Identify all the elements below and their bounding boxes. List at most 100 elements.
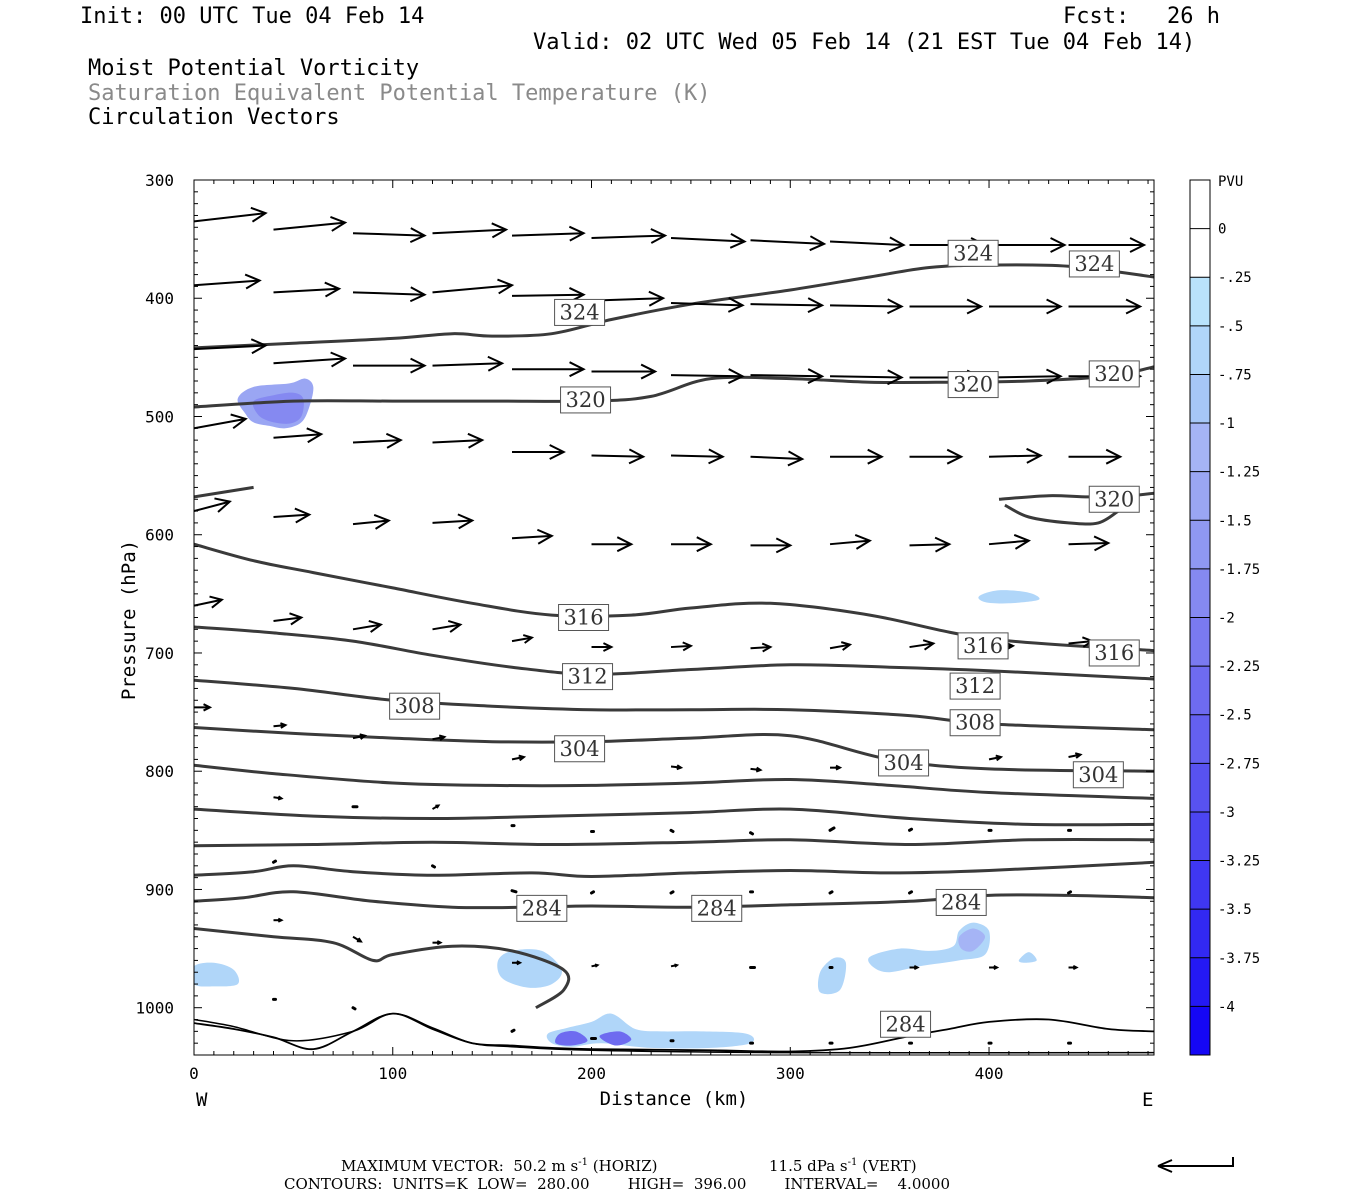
colorbar-swatch-0 <box>1190 180 1210 229</box>
contour-label-text: 308 <box>395 694 435 718</box>
contour-label-text: 308 <box>955 711 995 735</box>
colorbar-swatch-6 <box>1190 471 1210 521</box>
contour-label-text: 324 <box>560 300 600 324</box>
vector-5-9 <box>909 639 936 651</box>
terrain-line <box>194 1012 1154 1054</box>
colorbar-label-10: -2.5 <box>1218 708 1252 724</box>
contour-label-text: 316 <box>963 634 1003 658</box>
x-tick-300: 300 <box>776 1064 805 1083</box>
contour-label-text: 284 <box>886 1012 926 1036</box>
vector-6-3 <box>432 734 447 742</box>
vector-10-2 <box>510 1028 516 1033</box>
contour-label-284-2-2: 284 <box>935 888 987 916</box>
vector-0-3 <box>432 222 509 239</box>
y-tick-300: 300 <box>145 171 174 190</box>
contour-label-284-0-0: 284 <box>880 1010 932 1038</box>
contour-304-7 <box>194 726 1154 773</box>
colorbar-label-11: -2.75 <box>1218 756 1260 772</box>
horizontal-exponent: -1 <box>578 1157 588 1168</box>
vector-0-10 <box>989 237 1067 253</box>
vector-1-1 <box>273 281 342 298</box>
axes-layer: 300 400 500 600 700 800 900 1000 0 100 200 300 400 <box>135 171 1154 1083</box>
vector-9-3 <box>512 960 523 966</box>
pv-area-2 <box>194 962 240 987</box>
contour-label-text: 304 <box>1078 763 1118 787</box>
colorbar-label-14: -3.5 <box>1218 902 1252 918</box>
vector-7-7 <box>828 826 836 832</box>
contour-label-layer: 284 284 284 284 304 304 304 308 308 312 312 316 316 3… <box>389 239 1140 1038</box>
vector-0-4 <box>511 225 586 242</box>
vector-6-5 <box>670 764 684 771</box>
vector-6-8 <box>988 754 1004 762</box>
contour-label-316-10-1: 316 <box>957 632 1009 660</box>
contour-layer <box>194 263 1154 1054</box>
vector-1-10 <box>989 298 1063 315</box>
vector-5-7 <box>750 642 773 653</box>
vector-6-6 <box>750 766 763 773</box>
vector-9-10 <box>1068 965 1079 970</box>
colorbar: PVU 0 -.25 -.5 -.75 -1 -1.25 -1.5 -1.75 -2 -2.25 -2… <box>1189 174 1260 1056</box>
vector-3-8 <box>830 448 884 465</box>
vector-0-0 <box>194 206 268 223</box>
vector-4-7 <box>750 537 793 554</box>
plot-frame <box>193 179 1155 1056</box>
max-horizontal-value: 50.2 m s <box>513 1157 579 1175</box>
vector-2-10 <box>989 368 1063 385</box>
x-tick-200: 200 <box>577 1064 606 1083</box>
y-tick-400: 400 <box>145 289 174 308</box>
contour-label-316-10-2: 316 <box>1088 639 1140 667</box>
contour-label-text: 320 <box>566 388 606 412</box>
x-left-direction: W <box>196 1089 208 1111</box>
x-tick-100: 100 <box>378 1064 407 1083</box>
contour-label-304-7-0: 304 <box>554 735 606 763</box>
contour-label-text: 316 <box>564 606 604 630</box>
vector-7-8 <box>908 827 914 832</box>
vector-8-4 <box>669 890 675 895</box>
init-time: Init: 00 UTC Tue 04 Feb 14 <box>80 4 425 29</box>
vector-3-11 <box>1068 448 1123 465</box>
contour-label-308-8-0: 308 <box>389 692 441 720</box>
colorbar-swatch-8 <box>1190 568 1210 618</box>
vector-4-3 <box>432 513 475 530</box>
colorbar-swatch-7 <box>1190 520 1210 569</box>
vector-0-2 <box>352 227 427 244</box>
vector-1-0 <box>194 273 262 290</box>
vector-2-5 <box>591 363 658 380</box>
contour-label-316-10-0: 316 <box>558 604 610 631</box>
colorbar-label-12: -3 <box>1218 805 1235 821</box>
vector-4-8 <box>829 533 873 550</box>
vector-4-0 <box>194 497 232 513</box>
pv-area-11 <box>1018 952 1037 963</box>
colorbar-swatch-2 <box>1190 277 1210 326</box>
vector-4-10 <box>988 533 1032 550</box>
pv-shading-layer <box>194 378 1040 1049</box>
vector-2-8 <box>830 369 904 386</box>
vector-8-3 <box>590 890 596 895</box>
vertical-exponent: -1 <box>847 1157 858 1168</box>
forecast-hours: 26 h <box>1167 4 1220 29</box>
contour-label-284-2-0: 284 <box>516 894 568 922</box>
horizontal-tag: (HORIZ) <box>592 1157 658 1175</box>
vector-5-2 <box>352 619 384 633</box>
vector-1-6 <box>670 296 745 313</box>
colorbar-swatch-15 <box>1190 909 1210 958</box>
contour-320-14 <box>194 365 1154 409</box>
contour-label-304-7-1: 304 <box>878 749 930 777</box>
vector-9-2 <box>432 940 443 946</box>
vector-7-6 <box>749 831 755 836</box>
vector-4-1 <box>273 507 312 524</box>
colorbar-swatch-17 <box>1190 1006 1210 1055</box>
contour-label-284-2-1: 284 <box>691 894 743 922</box>
contour-label-304-7-2: 304 <box>1072 761 1124 789</box>
vector-2-4 <box>512 361 586 378</box>
pv-area-7 <box>868 922 990 973</box>
vector-8-6 <box>828 890 834 895</box>
contour-284-1 <box>194 927 571 1009</box>
y-tick-900: 900 <box>145 880 174 899</box>
contour-label-text: 324 <box>1074 252 1114 276</box>
vector-2-7 <box>750 368 825 384</box>
colorbar-swatch-3 <box>1190 325 1210 375</box>
vector-5-0 <box>194 595 225 609</box>
contour-label-text: 312 <box>955 674 995 698</box>
colorbar-swatch-11 <box>1190 714 1210 764</box>
